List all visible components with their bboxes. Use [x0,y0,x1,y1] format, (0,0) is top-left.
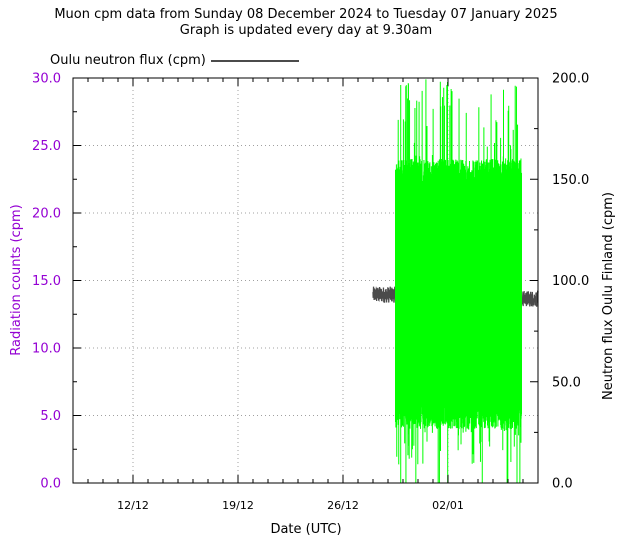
x-axis-label: Date (UTC) [270,522,341,537]
y-right-tick-label: 100.0 [552,274,589,289]
y-right-tick-label: 50.0 [552,375,581,390]
x-tick-label: 02/01 [432,499,464,512]
chart-title: Muon cpm data from Sunday 08 December 20… [54,7,558,22]
y-right-tick-label: 0.0 [552,477,573,492]
y-right-tick-label: 150.0 [552,173,589,188]
axis-ticks [73,77,538,484]
y-left-tick-label: 10.0 [32,342,61,357]
y-left-tick-label: 25.0 [32,139,61,154]
chart-subtitle: Graph is updated every day at 9.30am [179,23,433,38]
x-tick-label: 12/12 [117,499,149,512]
y-left-tick-label: 15.0 [32,274,61,289]
x-tick-label: 19/12 [222,499,254,512]
grid [73,78,538,483]
radiation-series-line [395,79,522,483]
y-right-axis-label: Neutron flux Oulu Finland (cpm) [601,192,616,400]
y-right-tick-label: 200.0 [552,72,589,87]
legend-line-swatch [211,60,299,62]
y-left-tick-label: 0.0 [40,477,61,492]
legend-label: Oulu neutron flux (cpm) [50,53,206,68]
y-left-tick-label: 30.0 [32,72,61,87]
y-left-tick-label: 20.0 [32,207,61,222]
x-tick-label: 26/12 [327,499,359,512]
y-left-axis-label: Radiation counts (cpm) [9,204,24,355]
y-left-tick-label: 5.0 [40,409,61,424]
tick-labels: 12/12 19/12 26/12 02/01 0.0 5.0 10.0 15.0 20.0 25… [32,72,589,513]
radiation-series [395,79,522,483]
